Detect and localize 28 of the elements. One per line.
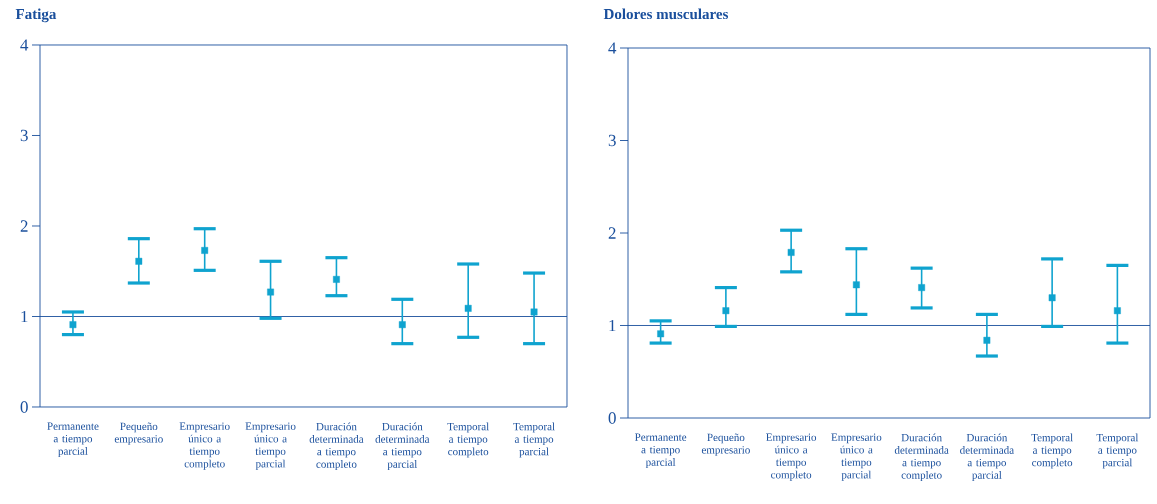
x-tick-label: Temporal a tiempo completo bbox=[1031, 433, 1073, 469]
x-tick-label: Duración determinada a tiempo completo bbox=[894, 433, 949, 482]
x-tick-label: Duración determinada a tiempo parcial bbox=[960, 433, 1014, 482]
x-tick-label: Empresario único a tiempo parcial bbox=[245, 422, 296, 470]
y-tick-label: 1 bbox=[21, 310, 28, 323]
chart-title: Dolores musculares bbox=[603, 8, 729, 20]
y-tick-label: 2 bbox=[608, 227, 616, 239]
x-tick-label: Empresario único a tiempo completo bbox=[179, 422, 230, 470]
x-tick-label: Temporal a tiempo completo bbox=[447, 422, 489, 458]
y-tick-label: 0 bbox=[608, 412, 616, 424]
y-tick-label: 4 bbox=[608, 42, 617, 54]
y-tick-label: 1 bbox=[609, 319, 616, 332]
y-tick-label: 3 bbox=[608, 134, 616, 147]
y-tick-label: 3 bbox=[20, 129, 28, 142]
x-tick-label: Permanente a tiempo parcial bbox=[634, 433, 687, 469]
x-tick-label: Pequeño empresario bbox=[114, 422, 163, 445]
x-tick-label: Permanente a tiempo parcial bbox=[47, 422, 99, 458]
x-tick-label: Temporal a tiempo parcial bbox=[513, 422, 555, 458]
x-tick-label: Empresario único a tiempo completo bbox=[766, 433, 817, 481]
x-tick-label: Duración determinada a tiempo completo bbox=[309, 422, 364, 471]
chart-title: Fatiga bbox=[15, 8, 57, 23]
x-tick-label: Duración determinada a tiempo parcial bbox=[375, 422, 430, 471]
y-tick-label: 2 bbox=[20, 220, 28, 232]
y-tick-label: 0 bbox=[20, 401, 28, 413]
x-tick-label: Temporal a tiempo parcial bbox=[1096, 433, 1139, 469]
x-tick-label: Empresario único a tiempo parcial bbox=[831, 433, 882, 481]
y-tick-label: 4 bbox=[20, 39, 29, 51]
x-tick-label: Pequeño empresario bbox=[701, 433, 750, 456]
